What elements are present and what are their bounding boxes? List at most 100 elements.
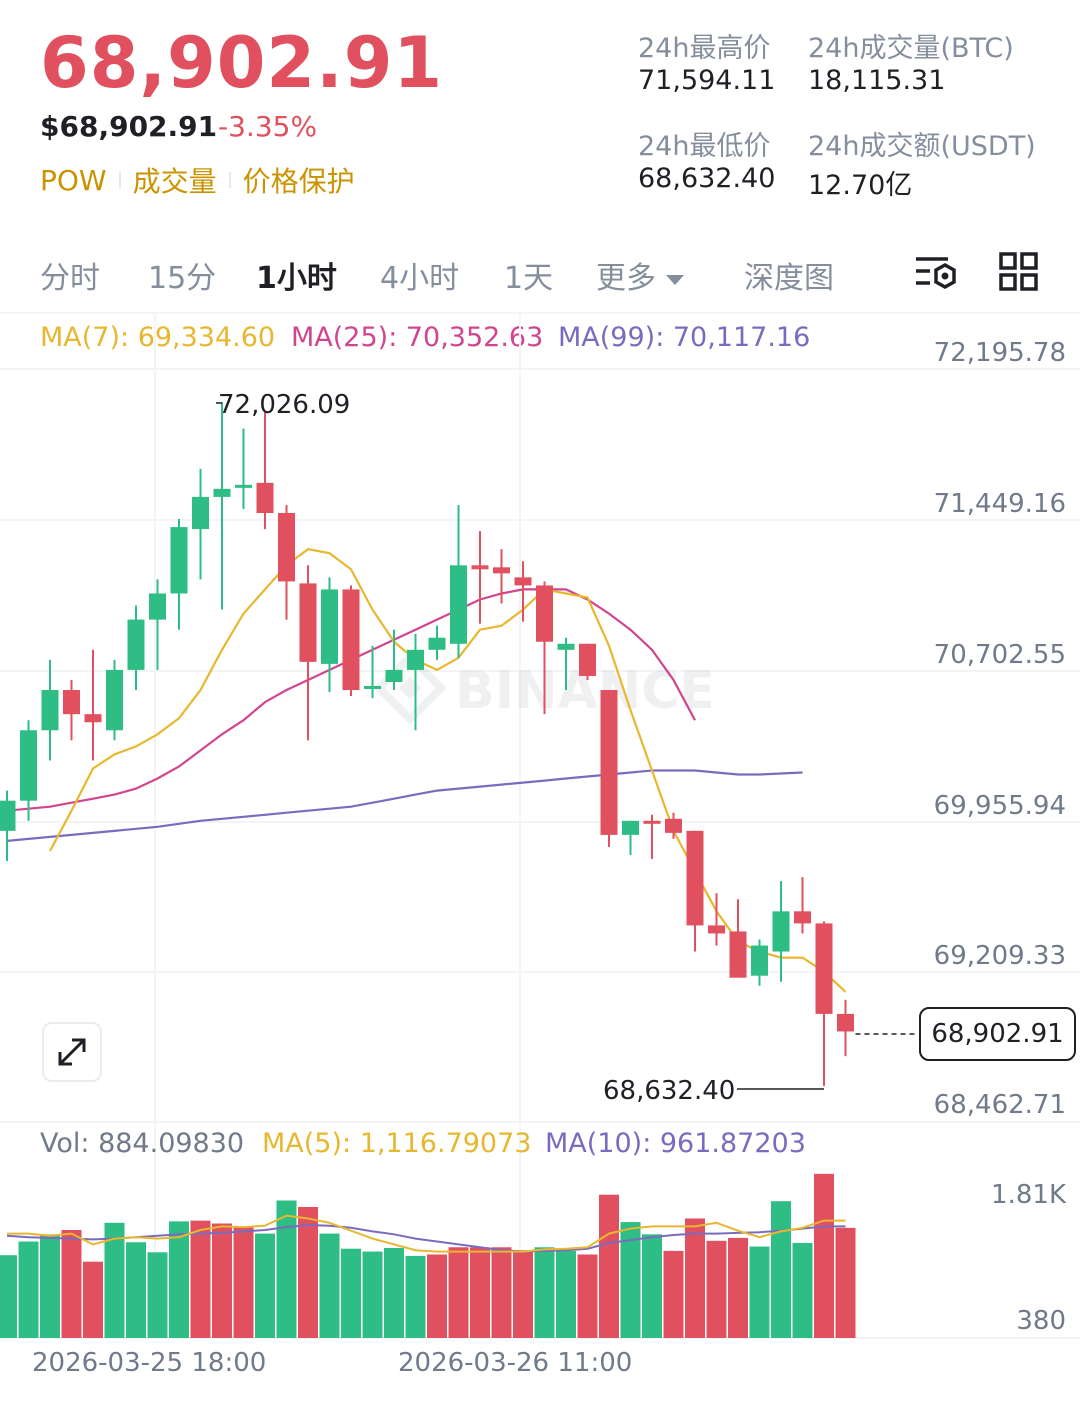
ma99-line <box>6 769 803 842</box>
price-change-percent: -3.35% <box>218 110 318 143</box>
candle-body <box>557 643 575 650</box>
candle-body <box>600 690 618 835</box>
volume-bar <box>169 1221 189 1338</box>
legend-vol-ma10: MA(10): 961.87203 <box>545 1128 806 1159</box>
x-tick-label: 2026-03-25 18:00 <box>32 1348 267 1378</box>
volume-bar <box>556 1250 576 1338</box>
candle-body <box>256 482 274 513</box>
y-tick-label: 68,462.71 <box>933 1090 1066 1120</box>
volume-bar <box>18 1241 39 1338</box>
y-tick-label: 71,449.16 <box>933 489 1066 519</box>
candle-body <box>622 820 639 835</box>
vol-ma5-line <box>7 1214 846 1253</box>
tag-pow[interactable]: POW <box>40 163 107 197</box>
chart-settings-icon[interactable] <box>912 251 960 295</box>
candle-body <box>321 589 338 664</box>
volume-bar <box>491 1247 512 1338</box>
candle-body <box>493 567 510 574</box>
candle-body <box>686 830 704 926</box>
tag-separator <box>118 172 121 188</box>
stat-24h-low-label: 24h最低价 <box>638 131 771 162</box>
candle-body <box>299 583 317 662</box>
candle-body <box>385 669 403 682</box>
chevron-down-icon <box>666 274 684 285</box>
expand-arrows-icon <box>58 1038 86 1066</box>
tab-depth-chart[interactable]: 深度图 <box>744 261 834 296</box>
volume-bar <box>620 1222 641 1338</box>
tag-price-protection[interactable]: 价格保护 <box>242 165 355 198</box>
candle-body <box>192 496 209 530</box>
interval-tabs: 分时 15分 1小时 4小时 1天 更多 深度图 <box>0 235 1080 307</box>
tag-volume[interactable]: 成交量 <box>132 165 217 198</box>
x-tick-label: 2026-03-26 11:00 <box>398 1348 633 1378</box>
volume-bar <box>255 1233 275 1338</box>
tab-timeshare[interactable]: 分时 <box>40 261 100 296</box>
tab-15m[interactable]: 15分 <box>148 261 217 296</box>
volume-bar <box>298 1206 318 1338</box>
candle-body <box>84 714 102 723</box>
candle-body <box>514 577 532 586</box>
expand-button[interactable] <box>42 1022 102 1082</box>
low-marker-label: 68,632.40 <box>603 1076 735 1106</box>
candle-body <box>127 619 145 670</box>
tab-1d[interactable]: 1天 <box>504 261 554 296</box>
candle-body <box>815 923 833 1014</box>
volume-bar <box>104 1222 125 1338</box>
volume-bar <box>470 1247 490 1338</box>
volume-bar <box>147 1252 168 1338</box>
volume-bar <box>642 1234 662 1338</box>
volume-bar <box>663 1250 684 1338</box>
volume-bar <box>792 1242 813 1338</box>
candle-body <box>643 820 661 824</box>
candle-body <box>0 800 16 831</box>
volume-bar <box>706 1240 727 1338</box>
tab-more-label: 更多 <box>596 261 656 296</box>
candle-body <box>751 945 768 976</box>
tag-row: POW 成交量 价格保护 <box>40 160 355 200</box>
y-tick-label: 69,955.94 <box>933 791 1066 821</box>
volume-bar <box>835 1227 856 1338</box>
stat-24h-volume-btc-value: 18,115.31 <box>808 65 946 96</box>
candle-body <box>665 818 682 833</box>
volume-bar <box>384 1248 404 1338</box>
volume-bar <box>126 1242 146 1338</box>
volume-bar <box>577 1254 598 1338</box>
stat-24h-high-label: 24h最高价 <box>638 33 771 64</box>
candle-body <box>213 488 231 497</box>
volume-bar <box>749 1246 770 1338</box>
usd-price: $68,902.91 <box>40 110 218 143</box>
volume-bar <box>83 1261 103 1338</box>
y-tick-label: 72,195.78 <box>933 338 1066 368</box>
tag-separator <box>228 172 231 188</box>
candle-body <box>41 690 59 731</box>
volume-bar <box>40 1234 60 1338</box>
candle-body <box>149 593 166 620</box>
stat-24h-high-value: 71,594.11 <box>638 65 776 96</box>
grid-layout-icon[interactable] <box>998 251 1040 293</box>
volume-bar <box>190 1220 211 1338</box>
stat-24h-volume-btc-label: 24h成交量(BTC) <box>808 33 1014 64</box>
volume-bar <box>814 1173 834 1338</box>
volume-bar <box>599 1194 619 1338</box>
tab-4h[interactable]: 4小时 <box>380 261 460 296</box>
volume-bar <box>448 1247 469 1338</box>
volume-bar <box>728 1237 748 1338</box>
y-tick-label: 70,702.55 <box>933 640 1066 670</box>
current-price-tag: 68,902.91 <box>919 1007 1076 1061</box>
candle-body <box>471 565 489 570</box>
vol-y-tick-label: 380 <box>1016 1306 1066 1336</box>
candle-body <box>450 565 467 644</box>
volume-bar <box>513 1250 533 1338</box>
stat-24h-low-value: 68,632.40 <box>638 163 776 194</box>
candle-body <box>342 589 360 691</box>
tab-1h[interactable]: 1小时 <box>256 261 337 296</box>
candle-body <box>837 1013 854 1032</box>
candle-body <box>170 527 188 594</box>
y-tick-label: 69,209.33 <box>933 941 1066 971</box>
tabs-divider <box>0 312 1080 314</box>
tab-more[interactable]: 更多 <box>596 253 684 297</box>
candle-body <box>235 484 252 488</box>
stat-24h-turnover-usdt-value: 12.70亿 <box>808 170 913 201</box>
candle-body <box>708 925 725 934</box>
